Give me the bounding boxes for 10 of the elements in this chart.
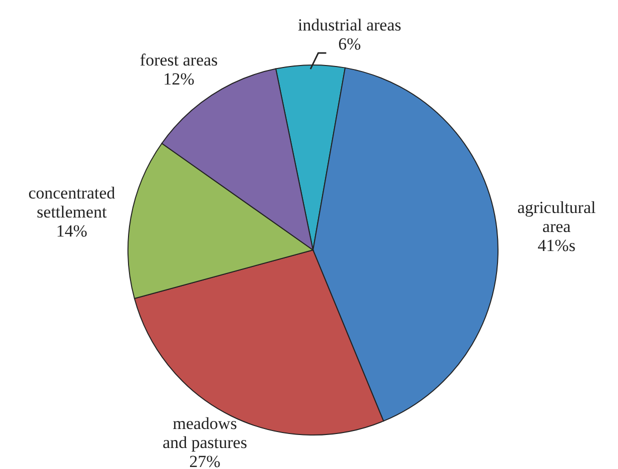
slice-label: meadows and pastures — [162, 414, 248, 452]
data-label: 41%s — [538, 236, 576, 255]
slice-label: concentrated settlement — [28, 184, 116, 222]
data-label: 12% — [163, 70, 194, 89]
slice-label: forest areas — [140, 50, 218, 70]
data-label: 6% — [338, 34, 361, 54]
slice-label: agricultural area — [517, 198, 596, 236]
data-label: 14% — [56, 222, 88, 241]
slice-label: industrial areas — [298, 16, 402, 35]
data-label: 27% — [189, 452, 220, 469]
